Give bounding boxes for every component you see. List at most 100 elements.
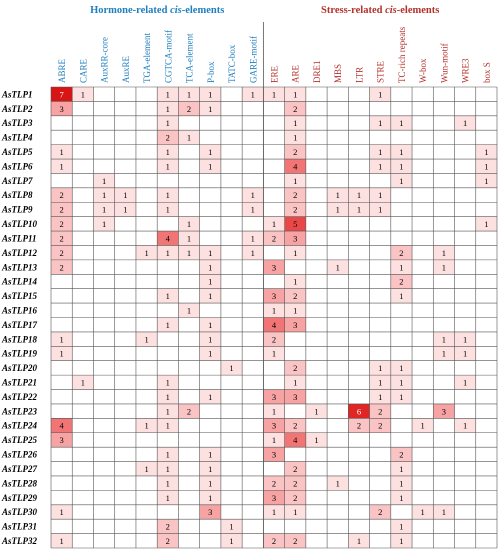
heatmap-cell bbox=[390, 533, 413, 548]
heatmap-cell bbox=[369, 533, 391, 548]
cell-value-label: 1 bbox=[166, 161, 170, 171]
cell-value-label: 1 bbox=[399, 147, 403, 157]
heatmap-cell bbox=[93, 533, 115, 548]
cell-value-label: 1 bbox=[463, 378, 467, 388]
cell-value-label: 1 bbox=[484, 176, 488, 186]
cell-value-label: 2 bbox=[166, 522, 170, 532]
cell-value-label: 1 bbox=[463, 334, 467, 344]
heatmap-cell bbox=[51, 87, 73, 102]
heatmap-cell bbox=[412, 159, 434, 174]
cell-value-label: 1 bbox=[314, 435, 318, 445]
heatmap-cell bbox=[114, 245, 136, 260]
heatmap-cell bbox=[433, 461, 455, 476]
cell-value-label: 1 bbox=[336, 190, 340, 200]
heatmap-cell bbox=[72, 202, 94, 217]
heatmap-cell bbox=[327, 403, 349, 419]
heatmap-cell bbox=[157, 360, 179, 376]
heatmap-cell bbox=[348, 403, 370, 419]
heatmap-cell bbox=[475, 187, 497, 203]
heatmap-cell bbox=[369, 360, 391, 376]
heatmap-cell bbox=[72, 87, 94, 102]
heatmap-cell bbox=[199, 303, 221, 318]
heatmap-cell bbox=[433, 245, 455, 260]
heatmap-cell bbox=[135, 159, 158, 174]
heatmap-cell bbox=[157, 490, 179, 505]
heatmap-cell bbox=[305, 159, 328, 174]
heatmap-cell bbox=[348, 490, 370, 505]
row-label: AsTLP21 bbox=[1, 378, 37, 388]
heatmap-cell bbox=[93, 245, 115, 260]
heatmap-cell bbox=[51, 303, 73, 318]
heatmap-cell bbox=[114, 403, 136, 419]
heatmap-cell bbox=[327, 533, 349, 548]
cell-value-label: 4 bbox=[272, 320, 277, 330]
heatmap-cell bbox=[348, 375, 370, 390]
heatmap-cell bbox=[369, 331, 391, 347]
heatmap-cell bbox=[284, 288, 306, 304]
heatmap-cell bbox=[72, 533, 94, 548]
heatmap-cell bbox=[157, 504, 179, 520]
heatmap-cell bbox=[93, 519, 115, 534]
heatmap-cell bbox=[348, 245, 370, 260]
cell-value-label: 1 bbox=[293, 277, 297, 287]
heatmap-cell bbox=[114, 418, 136, 433]
heatmap-cell bbox=[178, 519, 200, 534]
heatmap-cell bbox=[199, 274, 221, 289]
heatmap-cell bbox=[157, 418, 179, 433]
cell-value-label: 1 bbox=[442, 334, 446, 344]
cell-value-label: 1 bbox=[208, 493, 212, 503]
heatmap-cell bbox=[412, 87, 434, 102]
heatmap-cell bbox=[412, 187, 434, 203]
heatmap-cell bbox=[114, 317, 136, 332]
heatmap-cell bbox=[433, 533, 455, 548]
heatmap-cell bbox=[369, 447, 391, 462]
heatmap-cell bbox=[199, 187, 221, 203]
heatmap-cell bbox=[390, 360, 413, 376]
heatmap-cell bbox=[390, 432, 413, 448]
heatmap-cell bbox=[263, 130, 285, 145]
heatmap-cell bbox=[178, 432, 200, 448]
heatmap-cell bbox=[72, 331, 94, 347]
heatmap-cell bbox=[390, 231, 413, 246]
heatmap-cell bbox=[412, 504, 434, 520]
heatmap-cell bbox=[220, 159, 243, 174]
heatmap-cell bbox=[51, 274, 73, 289]
heatmap-cell bbox=[454, 288, 476, 304]
heatmap-cell bbox=[327, 432, 349, 448]
heatmap-cell bbox=[114, 87, 136, 102]
heatmap-cell bbox=[369, 274, 391, 289]
heatmap-cell bbox=[433, 173, 455, 188]
cell-value-label: 1 bbox=[336, 262, 340, 272]
heatmap-cell bbox=[242, 490, 264, 505]
cell-value-label: 1 bbox=[251, 233, 255, 243]
cell-value-label: 1 bbox=[166, 320, 170, 330]
heatmap-cell bbox=[305, 432, 328, 448]
heatmap-cell bbox=[51, 461, 73, 476]
heatmap-cell bbox=[157, 144, 179, 160]
heatmap-cell bbox=[433, 259, 455, 275]
cell-value-label: 2 bbox=[187, 104, 191, 114]
cell-value-label: 1 bbox=[442, 507, 446, 517]
heatmap-cell bbox=[412, 231, 434, 246]
heatmap-cell bbox=[433, 159, 455, 174]
heatmap-cell bbox=[51, 331, 73, 347]
heatmap-cell bbox=[242, 231, 264, 246]
row-label: AsTLP18 bbox=[1, 334, 37, 344]
heatmap-cell bbox=[348, 173, 370, 188]
heatmap-cell bbox=[93, 360, 115, 376]
heatmap-cell bbox=[93, 389, 115, 404]
heatmap-cell bbox=[327, 101, 349, 116]
heatmap-cell bbox=[412, 418, 434, 433]
heatmap-cell bbox=[242, 360, 264, 376]
heatmap-cell bbox=[72, 288, 94, 304]
row-label: AsTLP1 bbox=[1, 89, 33, 99]
heatmap-cell bbox=[284, 115, 306, 131]
heatmap-cell bbox=[369, 259, 391, 275]
heatmap-cell bbox=[93, 202, 115, 217]
cell-value-label: 1 bbox=[357, 536, 361, 546]
heatmap-cell bbox=[72, 159, 94, 174]
heatmap-cell bbox=[220, 389, 243, 404]
cell-value-label: 1 bbox=[144, 464, 148, 474]
heatmap-cell bbox=[178, 159, 200, 174]
heatmap-cell bbox=[199, 375, 221, 390]
